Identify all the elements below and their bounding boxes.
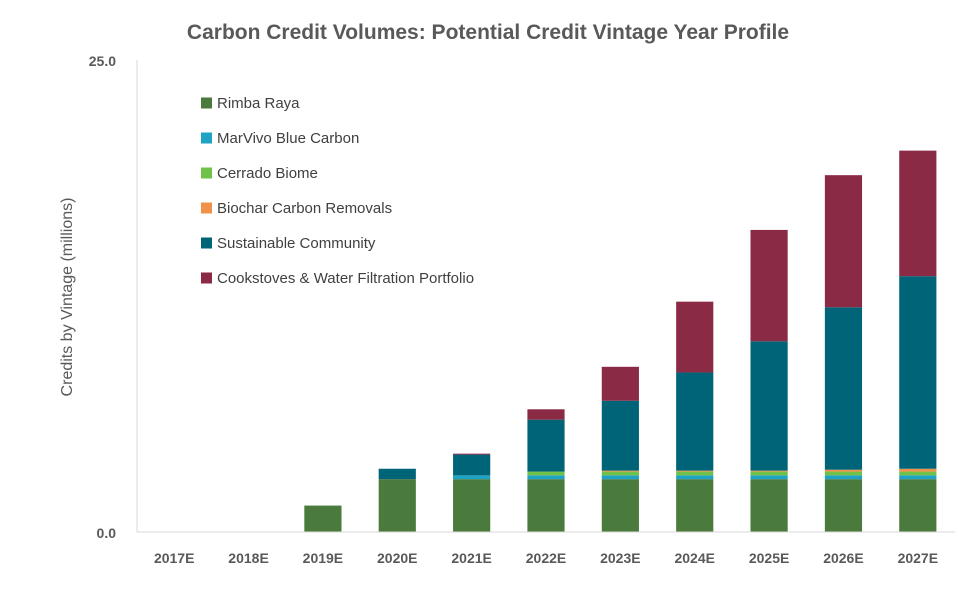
legend-label-4: Sustainable Community xyxy=(217,235,376,252)
bar-segment-2023e-series-1 xyxy=(601,475,639,480)
bar-segment-2027e-series-2 xyxy=(899,471,937,476)
bar-segment-2026e-series-0 xyxy=(824,479,863,532)
bar-segment-2025e-series-3 xyxy=(750,470,788,472)
bar-segment-2021e-series-0 xyxy=(453,479,491,532)
x-tick-label-2020e: 2020E xyxy=(377,550,417,566)
bar-segment-2023e-series-2 xyxy=(601,471,639,476)
x-tick-label-2027e: 2027E xyxy=(898,550,938,566)
bar-segment-2021e-series-4 xyxy=(453,454,491,476)
bar-segment-2027e-series-3 xyxy=(899,468,937,472)
x-tick-label-2026e: 2026E xyxy=(823,550,863,566)
bar-segment-2022e-series-0 xyxy=(527,479,565,532)
bars-group xyxy=(304,150,937,532)
bar-segment-2022e-series-4 xyxy=(527,419,565,472)
bar-segment-2024e-series-4 xyxy=(676,372,714,471)
legend-swatch-2 xyxy=(201,167,212,179)
bar-segment-2027e-series-4 xyxy=(899,276,937,469)
x-tick-label-2024e: 2024E xyxy=(674,550,714,566)
bar-segment-2024e-series-0 xyxy=(676,479,714,532)
x-tick-label-2022e: 2022E xyxy=(526,550,566,566)
bar-segment-2020e-series-0 xyxy=(378,479,416,532)
bar-segment-2023e-series-4 xyxy=(601,400,639,471)
x-tick-label-2017e: 2017E xyxy=(154,550,194,566)
bar-segment-2027e-series-5 xyxy=(899,150,937,277)
legend-swatch-3 xyxy=(201,202,212,214)
x-tick-label-2023e: 2023E xyxy=(600,550,640,566)
chart-title: Carbon Credit Volumes: Potential Credit … xyxy=(187,21,789,44)
bar-segment-2020e-series-4 xyxy=(378,468,416,480)
bar-segment-2025e-series-5 xyxy=(750,229,788,342)
bar-segment-2025e-series-4 xyxy=(750,341,788,471)
legend-swatch-0 xyxy=(201,97,212,109)
bar-segment-2022e-series-1 xyxy=(527,475,565,480)
legend-label-2: Cerrado Biome xyxy=(217,165,318,182)
bar-segment-2023e-series-5 xyxy=(601,366,639,401)
x-tick-label-2025e: 2025E xyxy=(749,550,789,566)
x-ticks-group: 2017E 2018E 2019E 2020E 2021E 2022E 2023E 2024E… xyxy=(154,550,938,566)
y-tick-label-bottom: 0.0 xyxy=(97,525,117,541)
bar-segment-2026e-series-3 xyxy=(824,469,863,472)
bar-segment-2022e-series-5 xyxy=(527,409,565,420)
bar-segment-2019e-series-0 xyxy=(304,505,342,532)
y-axis-label: Credits by Vintage (millions) xyxy=(59,198,76,397)
bar-segment-2021e-series-5 xyxy=(453,453,491,455)
x-tick-label-2021e: 2021E xyxy=(451,550,491,566)
legend-swatch-1 xyxy=(201,132,212,144)
bar-segment-2026e-series-5 xyxy=(824,175,863,308)
bar-segment-2024e-series-1 xyxy=(676,475,714,480)
bar-segment-2027e-series-0 xyxy=(899,479,937,532)
x-tick-label-2018e: 2018E xyxy=(228,550,268,566)
bar-segment-2026e-series-2 xyxy=(824,471,863,476)
bar-segment-2024e-series-5 xyxy=(676,301,714,373)
bar-segment-2026e-series-4 xyxy=(824,307,863,470)
legend-label-5: Cookstoves & Water Filtration Portfolio xyxy=(217,270,474,287)
bar-segment-2023e-series-0 xyxy=(601,479,639,532)
legend-swatch-5 xyxy=(201,272,212,284)
legend-label-3: Biochar Carbon Removals xyxy=(217,200,392,217)
bar-segment-2022e-series-2 xyxy=(527,471,565,476)
y-tick-label-top: 25.0 xyxy=(89,53,116,69)
legend: Rimba Raya MarVivo Blue Carbon Cerrado Bio… xyxy=(201,95,474,287)
bar-segment-2025e-series-1 xyxy=(750,475,788,480)
legend-label-0: Rimba Raya xyxy=(217,95,300,112)
bar-segment-2026e-series-1 xyxy=(824,475,863,480)
legend-label-1: MarVivo Blue Carbon xyxy=(217,130,359,147)
x-tick-label-2019e: 2019E xyxy=(303,550,343,566)
bar-segment-2025e-series-0 xyxy=(750,479,788,532)
bar-segment-2025e-series-2 xyxy=(750,471,788,476)
legend-swatch-4 xyxy=(201,237,212,249)
bar-segment-2024e-series-3 xyxy=(676,470,714,472)
bar-segment-2023e-series-3 xyxy=(601,470,639,472)
bar-segment-2027e-series-1 xyxy=(899,475,937,480)
bar-segment-2024e-series-2 xyxy=(676,471,714,476)
bar-segment-2021e-series-1 xyxy=(453,475,491,480)
